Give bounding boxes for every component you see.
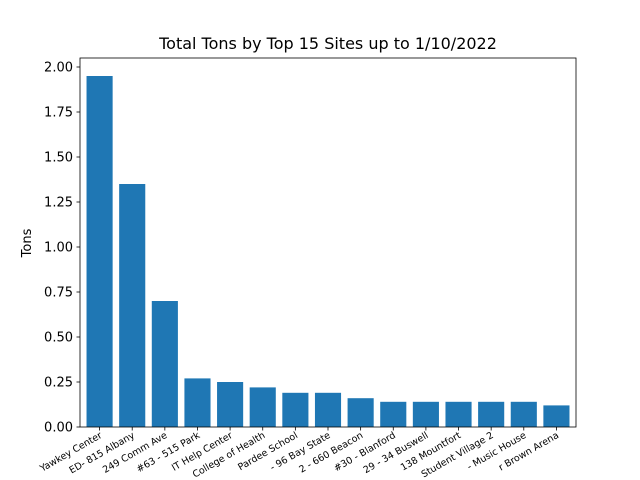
bars-group — [86, 76, 570, 427]
bar-14 — [510, 401, 537, 427]
bar-15 — [543, 405, 570, 427]
bar-7 — [282, 392, 309, 427]
y-tick-label-2: 0.25 — [44, 376, 73, 391]
y-tick-label-1: 0.00 — [44, 421, 73, 436]
bar-3 — [151, 301, 178, 427]
bar-13 — [478, 401, 505, 427]
bar-12 — [445, 401, 472, 427]
bar-8 — [314, 392, 342, 427]
bar-9 — [347, 398, 374, 427]
bar-1 — [86, 76, 113, 427]
y-tick-label-7: 1.50 — [44, 151, 73, 166]
y-axis: 0.00 0.25 0.50 0.75 1.00 1.25 1.50 1.75 2.00 — [44, 61, 80, 436]
bar-10 — [380, 401, 407, 427]
bar-6 — [249, 387, 276, 427]
chart-title: Total Tons by Top 15 Sites up to 1/10/20… — [158, 34, 497, 53]
y-tick-label-9: 2.00 — [44, 61, 73, 76]
y-tick-label-4: 0.75 — [44, 286, 73, 301]
bar-2 — [119, 184, 146, 427]
y-axis-label: Tons — [20, 228, 35, 258]
y-tick-label-3: 0.50 — [44, 331, 73, 346]
plot-frame — [79, 57, 577, 428]
y-tick-label-6: 1.25 — [44, 196, 73, 211]
y-tick-label-5: 1.00 — [44, 241, 73, 256]
y-tick-label-8: 1.75 — [44, 106, 73, 121]
bar-4 — [184, 378, 211, 427]
bar-11 — [412, 401, 439, 427]
bar-5 — [217, 382, 244, 427]
